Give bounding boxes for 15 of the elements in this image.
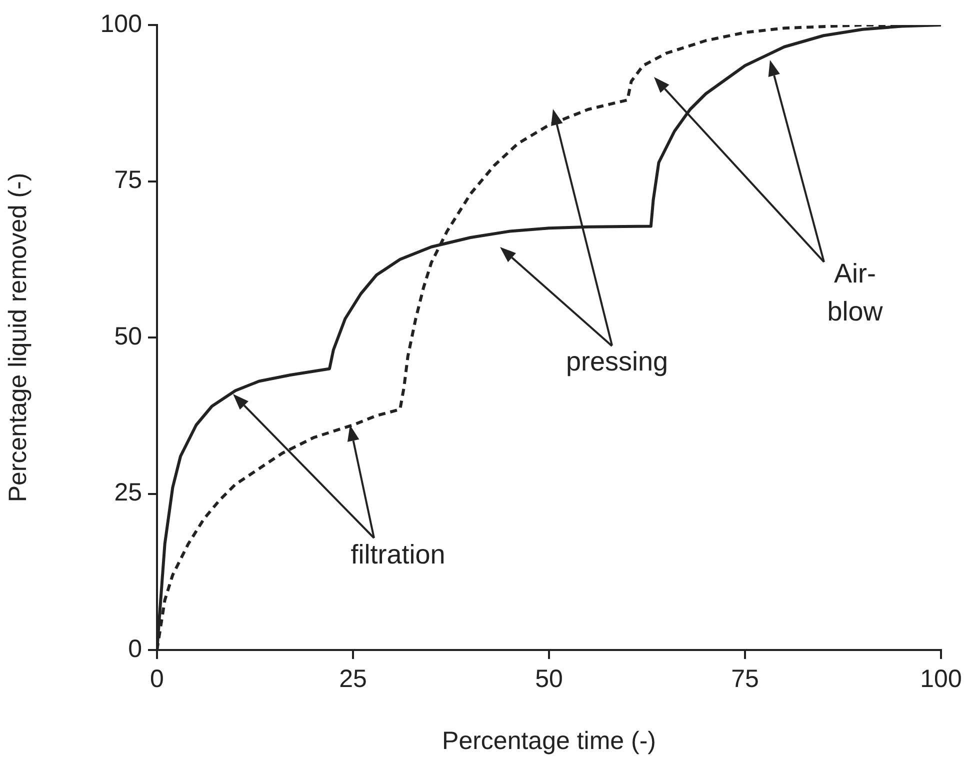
x-tick-label: 50	[535, 664, 563, 693]
annotation: pressing	[566, 346, 668, 376]
x-axis-title: Percentage time (-)	[442, 726, 656, 755]
x-tick-label: 25	[339, 664, 367, 693]
y-axis-title: Percentage liquid removed (-)	[4, 172, 32, 502]
y-tick-label: 100	[100, 10, 142, 38]
x-tick-label: 0	[150, 664, 164, 693]
y-tick-label: 75	[114, 166, 142, 194]
x-tick-label: 75	[731, 664, 759, 693]
annotation: filtration	[350, 539, 446, 570]
y-tick-label: 0	[128, 634, 142, 663]
annotation: Air- blow	[827, 258, 884, 326]
y-tick-label: 25	[114, 478, 142, 507]
x-tick-label: 100	[920, 664, 962, 693]
y-tick-label: 50	[114, 322, 142, 350]
